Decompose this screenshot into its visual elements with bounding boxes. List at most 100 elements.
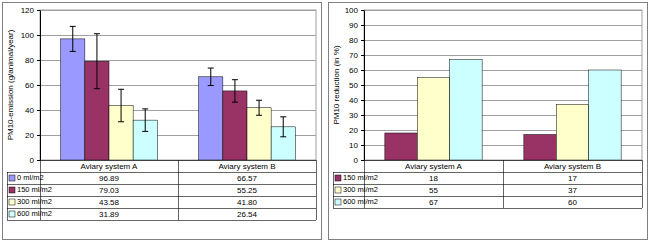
legend-label: 600 ml/m2 xyxy=(17,209,52,218)
error-cap xyxy=(256,100,262,101)
table-value: 66.57 xyxy=(237,174,258,183)
plot-area xyxy=(364,10,642,160)
bar xyxy=(385,133,417,160)
grid-line xyxy=(40,10,316,11)
table-line xyxy=(333,208,642,209)
tick-label: 50 xyxy=(349,81,358,90)
table-value: 17 xyxy=(568,174,577,183)
bars xyxy=(385,60,621,161)
legend-label: 0 ml/m2 xyxy=(17,173,44,182)
error-cap xyxy=(232,102,238,103)
error-cap xyxy=(118,89,124,90)
tick-label: 80 xyxy=(25,56,34,65)
error-bar xyxy=(118,89,124,122)
error-line xyxy=(72,26,73,51)
bar xyxy=(556,105,588,161)
tick-mark xyxy=(361,160,364,161)
tick: 10 xyxy=(349,141,364,150)
tick-mark xyxy=(361,130,364,131)
error-line xyxy=(259,100,260,115)
error-bar xyxy=(94,34,100,89)
error-bar xyxy=(280,117,286,137)
chart: 0102030405060708090100PM10 reduction (in… xyxy=(329,3,648,240)
chart-frame xyxy=(3,3,322,240)
tick-label: 20 xyxy=(349,126,358,135)
tick: 50 xyxy=(349,81,364,90)
tick: 80 xyxy=(25,56,40,65)
tick: 70 xyxy=(349,51,364,60)
tick-mark xyxy=(37,110,40,111)
tick-mark xyxy=(361,55,364,56)
category-label: Aviary system B xyxy=(218,162,275,171)
tick-mark xyxy=(37,85,40,86)
legend-key xyxy=(335,187,341,193)
error-bar xyxy=(142,109,148,132)
tick: 20 xyxy=(349,126,364,135)
table-line xyxy=(7,172,316,173)
error-bar xyxy=(232,80,238,103)
error-line xyxy=(210,68,211,86)
error-cap xyxy=(280,136,286,137)
category-label: Aviary system A xyxy=(405,162,462,171)
table-line xyxy=(503,160,504,208)
tick: 60 xyxy=(349,66,364,75)
tick-label: 80 xyxy=(349,36,358,45)
table-value: 96.89 xyxy=(99,174,120,183)
tick: 90 xyxy=(349,21,364,30)
tick-label: 60 xyxy=(25,81,34,90)
table-value: 41.80 xyxy=(237,198,258,207)
y-axis-title: PM10 reduction (in %) xyxy=(332,45,341,124)
table-value: 26.54 xyxy=(237,210,258,219)
grid-line xyxy=(364,25,642,26)
error-cap xyxy=(94,33,100,34)
axis-line xyxy=(364,11,365,161)
table-line xyxy=(7,220,316,221)
error-line xyxy=(121,89,122,122)
error-cap xyxy=(142,108,148,109)
error-cap xyxy=(280,116,286,117)
table-value: 55.25 xyxy=(237,186,258,195)
axis-line xyxy=(40,11,41,161)
legend-label: 300 ml/m2 xyxy=(17,197,52,206)
tick-label: 70 xyxy=(349,51,358,60)
table-line xyxy=(7,196,316,197)
tick: 80 xyxy=(349,36,364,45)
legend-label: 150 ml/m2 xyxy=(17,185,52,194)
table-line xyxy=(642,160,643,208)
error-cap xyxy=(70,26,76,27)
tick-mark xyxy=(37,60,40,61)
error-cap xyxy=(256,115,262,116)
table-value: 31.89 xyxy=(99,210,120,219)
grid-line xyxy=(40,35,316,36)
tick-label: 40 xyxy=(25,106,34,115)
tick-mark xyxy=(37,35,40,36)
tick: 40 xyxy=(25,106,40,115)
tick: 100 xyxy=(21,31,40,40)
grid xyxy=(40,10,316,160)
error-bar xyxy=(208,68,214,86)
category-label: Aviary system A xyxy=(81,162,138,171)
grid-line xyxy=(364,55,642,56)
tick: 120 xyxy=(21,6,40,15)
table-line xyxy=(178,160,179,220)
tick: 30 xyxy=(349,111,364,120)
table-value: 43.58 xyxy=(99,198,120,207)
y-axis-title: PM10-emission (g/animal/year) xyxy=(6,29,15,140)
table-line xyxy=(333,196,642,197)
legend-key xyxy=(9,199,15,205)
bar xyxy=(450,60,482,161)
tick: 60 xyxy=(25,81,40,90)
tick-mark xyxy=(37,135,40,136)
legend-key xyxy=(335,175,341,181)
tick-label: 100 xyxy=(345,6,359,15)
table-line xyxy=(7,208,316,209)
figure: 020406080100120PM10-emission (g/animal/y… xyxy=(0,0,650,243)
y-axis: 020406080100120 xyxy=(21,6,41,165)
tick-mark xyxy=(361,10,364,11)
bar xyxy=(417,78,449,161)
error-line xyxy=(96,34,97,89)
error-line xyxy=(234,80,235,103)
tick-mark xyxy=(37,160,40,161)
tick-mark xyxy=(361,25,364,26)
legend-key xyxy=(9,211,15,217)
